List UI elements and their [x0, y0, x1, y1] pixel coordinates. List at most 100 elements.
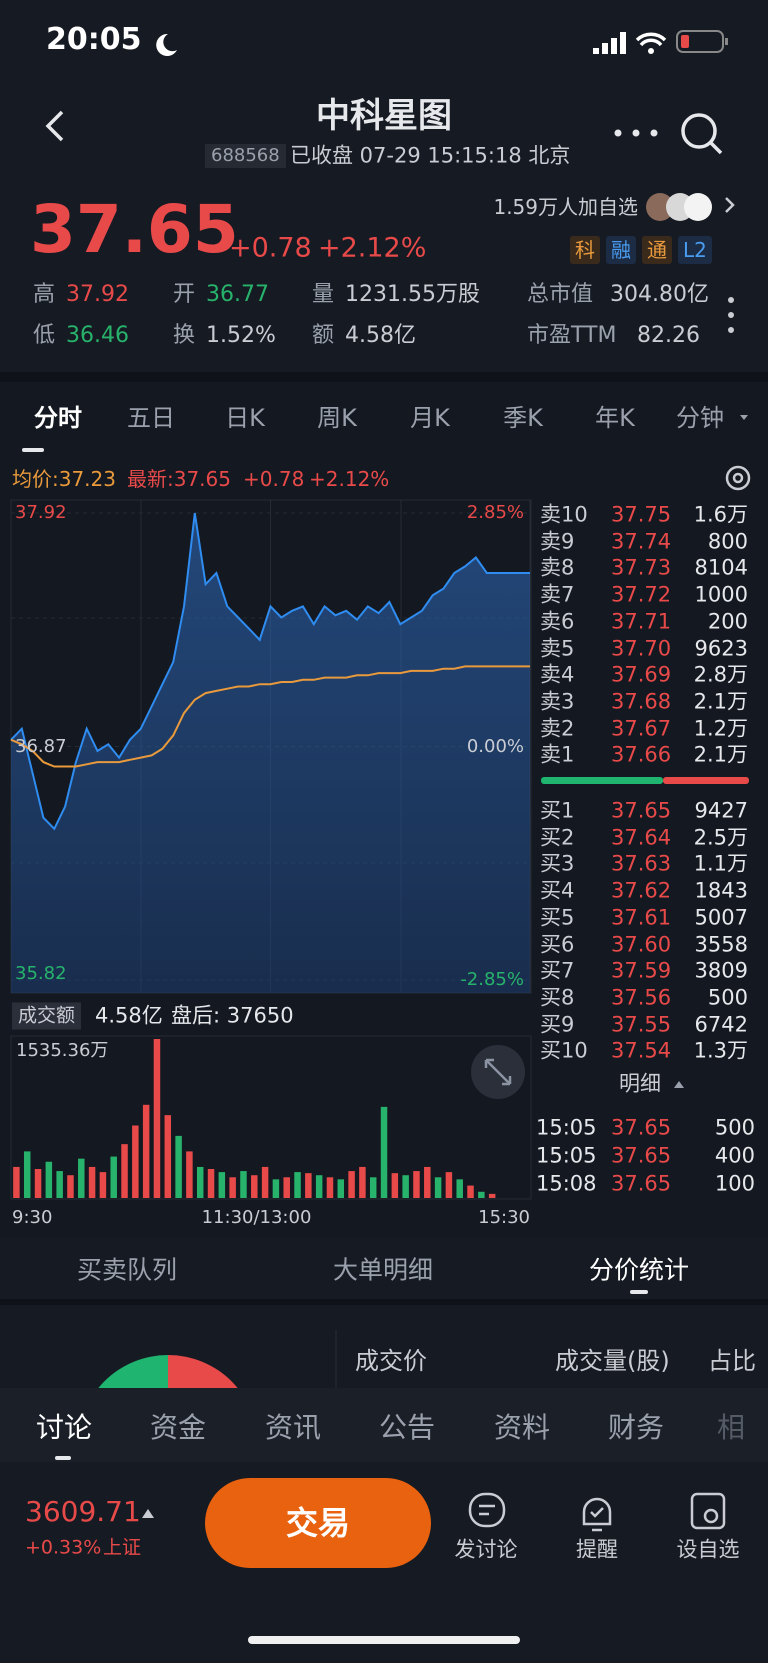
sub-tab[interactable]: 买卖队列 — [76, 1255, 178, 1285]
book-price: 37.54 — [611, 1038, 672, 1063]
volume-bar — [207, 1169, 215, 1198]
search-button[interactable] — [681, 113, 717, 149]
stat-value: 36.77 — [206, 282, 269, 307]
sub-tab[interactable]: 分价统计 — [588, 1255, 690, 1285]
book-label: 买2 — [540, 825, 575, 850]
y-tick-label: 37.92 — [15, 502, 67, 523]
volume-bar — [424, 1166, 431, 1198]
period-tab[interactable]: 日K — [225, 404, 265, 432]
volume-bar — [445, 1172, 453, 1198]
volume-bar — [434, 1177, 442, 1198]
volume-bar — [78, 1158, 85, 1198]
index-value: 3609.71 — [25, 1495, 141, 1528]
book-label: 买3 — [540, 851, 575, 876]
watch-icon[interactable] — [690, 1492, 726, 1530]
book-volume: 800 — [707, 529, 748, 554]
alert-icon[interactable] — [582, 1497, 612, 1532]
table-header: 成交量(股) — [555, 1347, 670, 1375]
bottom-tab[interactable]: 公告 — [378, 1411, 436, 1444]
stat-value: 36.46 — [66, 323, 129, 348]
period-tab[interactable]: 周K — [317, 404, 357, 432]
book-price: 37.75 — [611, 502, 672, 527]
book-price: 37.71 — [611, 609, 672, 634]
subtab-underline — [630, 1290, 648, 1294]
volume-bar — [23, 1151, 31, 1198]
bottom-tab[interactable]: 资讯 — [264, 1411, 322, 1444]
volume-bar — [56, 1171, 63, 1198]
details-title[interactable]: 明细 — [619, 1071, 661, 1096]
period-tab[interactable]: 分钟 — [676, 404, 724, 432]
volume-bar — [110, 1156, 117, 1198]
book-price: 37.64 — [611, 825, 672, 850]
period-tab[interactable]: 季K — [503, 404, 543, 432]
chevron[interactable] — [725, 197, 735, 213]
price-line — [10, 512, 530, 831]
trade-volume: 400 — [714, 1143, 755, 1168]
period-tab[interactable]: 五日 — [127, 404, 175, 432]
x-tick-label: 9:30 — [12, 1207, 53, 1228]
book-volume: 8104 — [694, 555, 748, 580]
volume-bar — [315, 1175, 323, 1198]
bottom-tab[interactable]: 相 — [716, 1411, 746, 1444]
badge: 通 — [642, 236, 672, 264]
volume-bar — [34, 1169, 42, 1198]
book-price: 37.68 — [611, 689, 672, 714]
volume-tick-label: 1535.36万 — [16, 1040, 109, 1061]
trade-label[interactable]: 交易 — [285, 1504, 351, 1542]
book-price: 37.74 — [611, 529, 672, 554]
volume-bar — [488, 1193, 496, 1198]
bottom-tab[interactable]: 资料 — [493, 1411, 551, 1444]
book-volume: 200 — [707, 609, 748, 634]
battery-level — [681, 35, 689, 48]
footer-action[interactable]: 提醒 — [576, 1537, 618, 1562]
settings-icon-core — [732, 472, 744, 484]
divider — [0, 372, 768, 382]
index-change: +0.33% — [25, 1536, 102, 1559]
volume-bar — [294, 1172, 301, 1198]
book-label: 买10 — [540, 1038, 588, 1063]
book-label: 卖4 — [540, 662, 575, 687]
bottom-tab[interactable]: 财务 — [607, 1411, 665, 1444]
menu-dot[interactable] — [728, 297, 734, 303]
discuss-icon-lines — [479, 1504, 495, 1516]
book-label: 卖1 — [540, 742, 575, 767]
volume-bar — [337, 1179, 345, 1198]
stat-label: 开 — [173, 282, 196, 307]
followers: 1.59万人加自选 — [493, 195, 638, 219]
period-tab[interactable]: 分时 — [34, 404, 82, 432]
volume-bar — [478, 1191, 485, 1198]
trade-button[interactable] — [205, 1478, 431, 1568]
period-tab[interactable]: 年K — [595, 404, 635, 432]
bottom-tab[interactable]: 资金 — [149, 1411, 207, 1444]
dropdown-arrow — [740, 415, 748, 420]
price: 37.65 — [30, 191, 239, 268]
footer-action[interactable]: 发讨论 — [454, 1537, 518, 1562]
settings-icon[interactable] — [725, 465, 751, 491]
sub-tab[interactable]: 大单明细 — [332, 1255, 434, 1285]
avg-line — [10, 665, 530, 768]
moon-icon — [156, 33, 177, 56]
volume-bar — [132, 1125, 139, 1198]
book-volume: 2.8万 — [693, 662, 748, 687]
bottom-tab-bar — [0, 1388, 768, 1462]
footer-action[interactable]: 设自选 — [676, 1537, 740, 1562]
trade-price: 37.65 — [611, 1171, 672, 1196]
volume-label: 成交额 — [12, 1002, 82, 1030]
volume-bar — [261, 1166, 269, 1198]
volume-bar — [348, 1171, 355, 1198]
more-dot[interactable] — [614, 129, 622, 137]
bottom-tab[interactable]: 讨论 — [35, 1411, 93, 1444]
period-tab[interactable]: 月K — [410, 404, 450, 432]
book-label: 买1 — [540, 798, 575, 823]
book-price: 37.66 — [611, 742, 672, 767]
book-label: 卖8 — [540, 555, 575, 580]
discuss-icon[interactable] — [468, 1492, 506, 1528]
volume-bar — [402, 1175, 409, 1198]
book-label: 买7 — [540, 958, 575, 983]
index-name: 上证 — [103, 1536, 142, 1559]
back-button[interactable] — [45, 110, 64, 142]
volume-bar — [229, 1177, 236, 1198]
volume-bar — [413, 1171, 420, 1198]
stat-label: 换 — [173, 323, 196, 348]
